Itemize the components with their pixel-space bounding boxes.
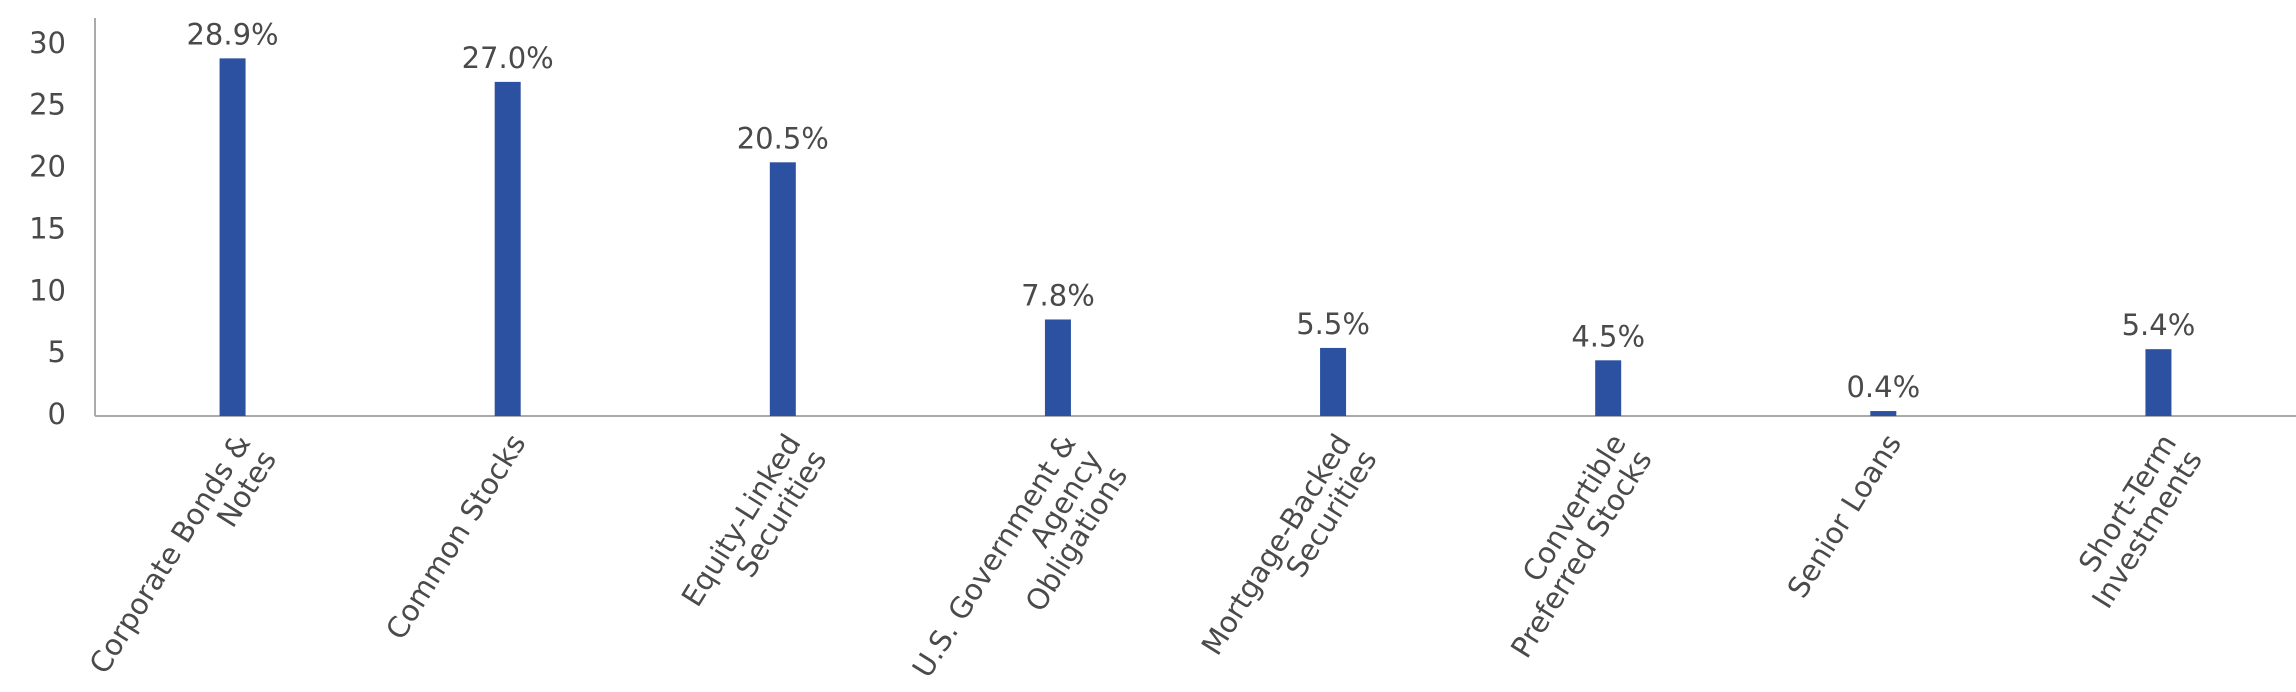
x-tick-label: ConvertiblePreferred Stocks [1478,428,1659,664]
x-tick-label: Short-TermInvestments [2059,428,2209,614]
bar [1870,411,1897,416]
bar [1044,319,1071,416]
x-tick-label: Mortgage-BackedSecurities [1195,428,1384,677]
data-label: 27.0% [462,41,554,75]
y-tick-label: 30 [29,26,66,60]
x-tick-label: Corporate Bonds &Notes [82,428,283,692]
bar [494,81,521,416]
y-tick-label: 20 [29,150,66,184]
y-tick-label: 25 [29,88,66,122]
data-label: 20.5% [737,121,829,155]
bar [219,58,246,417]
data-label: 5.5% [1296,307,1370,341]
bar [1320,347,1347,416]
bar [2145,349,2172,416]
data-label: 5.4% [2122,308,2196,342]
bar [1595,360,1622,416]
data-label: 4.5% [1571,319,1645,353]
x-tick-label: Senior Loans [1781,428,1909,604]
data-label: 7.8% [1021,278,1095,312]
x-tick-label: Equity-LinkedSecurities [675,428,834,629]
x-tick-label: U.S. Government &AgencyObligations [905,428,1134,692]
data-label: 0.4% [1846,370,1920,404]
y-tick-label: 0 [48,397,66,431]
x-tick-label: Common Stocks [379,428,532,645]
y-tick-label: 5 [48,335,66,369]
bar [769,162,796,416]
y-tick-label: 15 [29,211,66,245]
data-label: 28.9% [186,17,278,51]
y-tick-label: 10 [29,273,66,307]
